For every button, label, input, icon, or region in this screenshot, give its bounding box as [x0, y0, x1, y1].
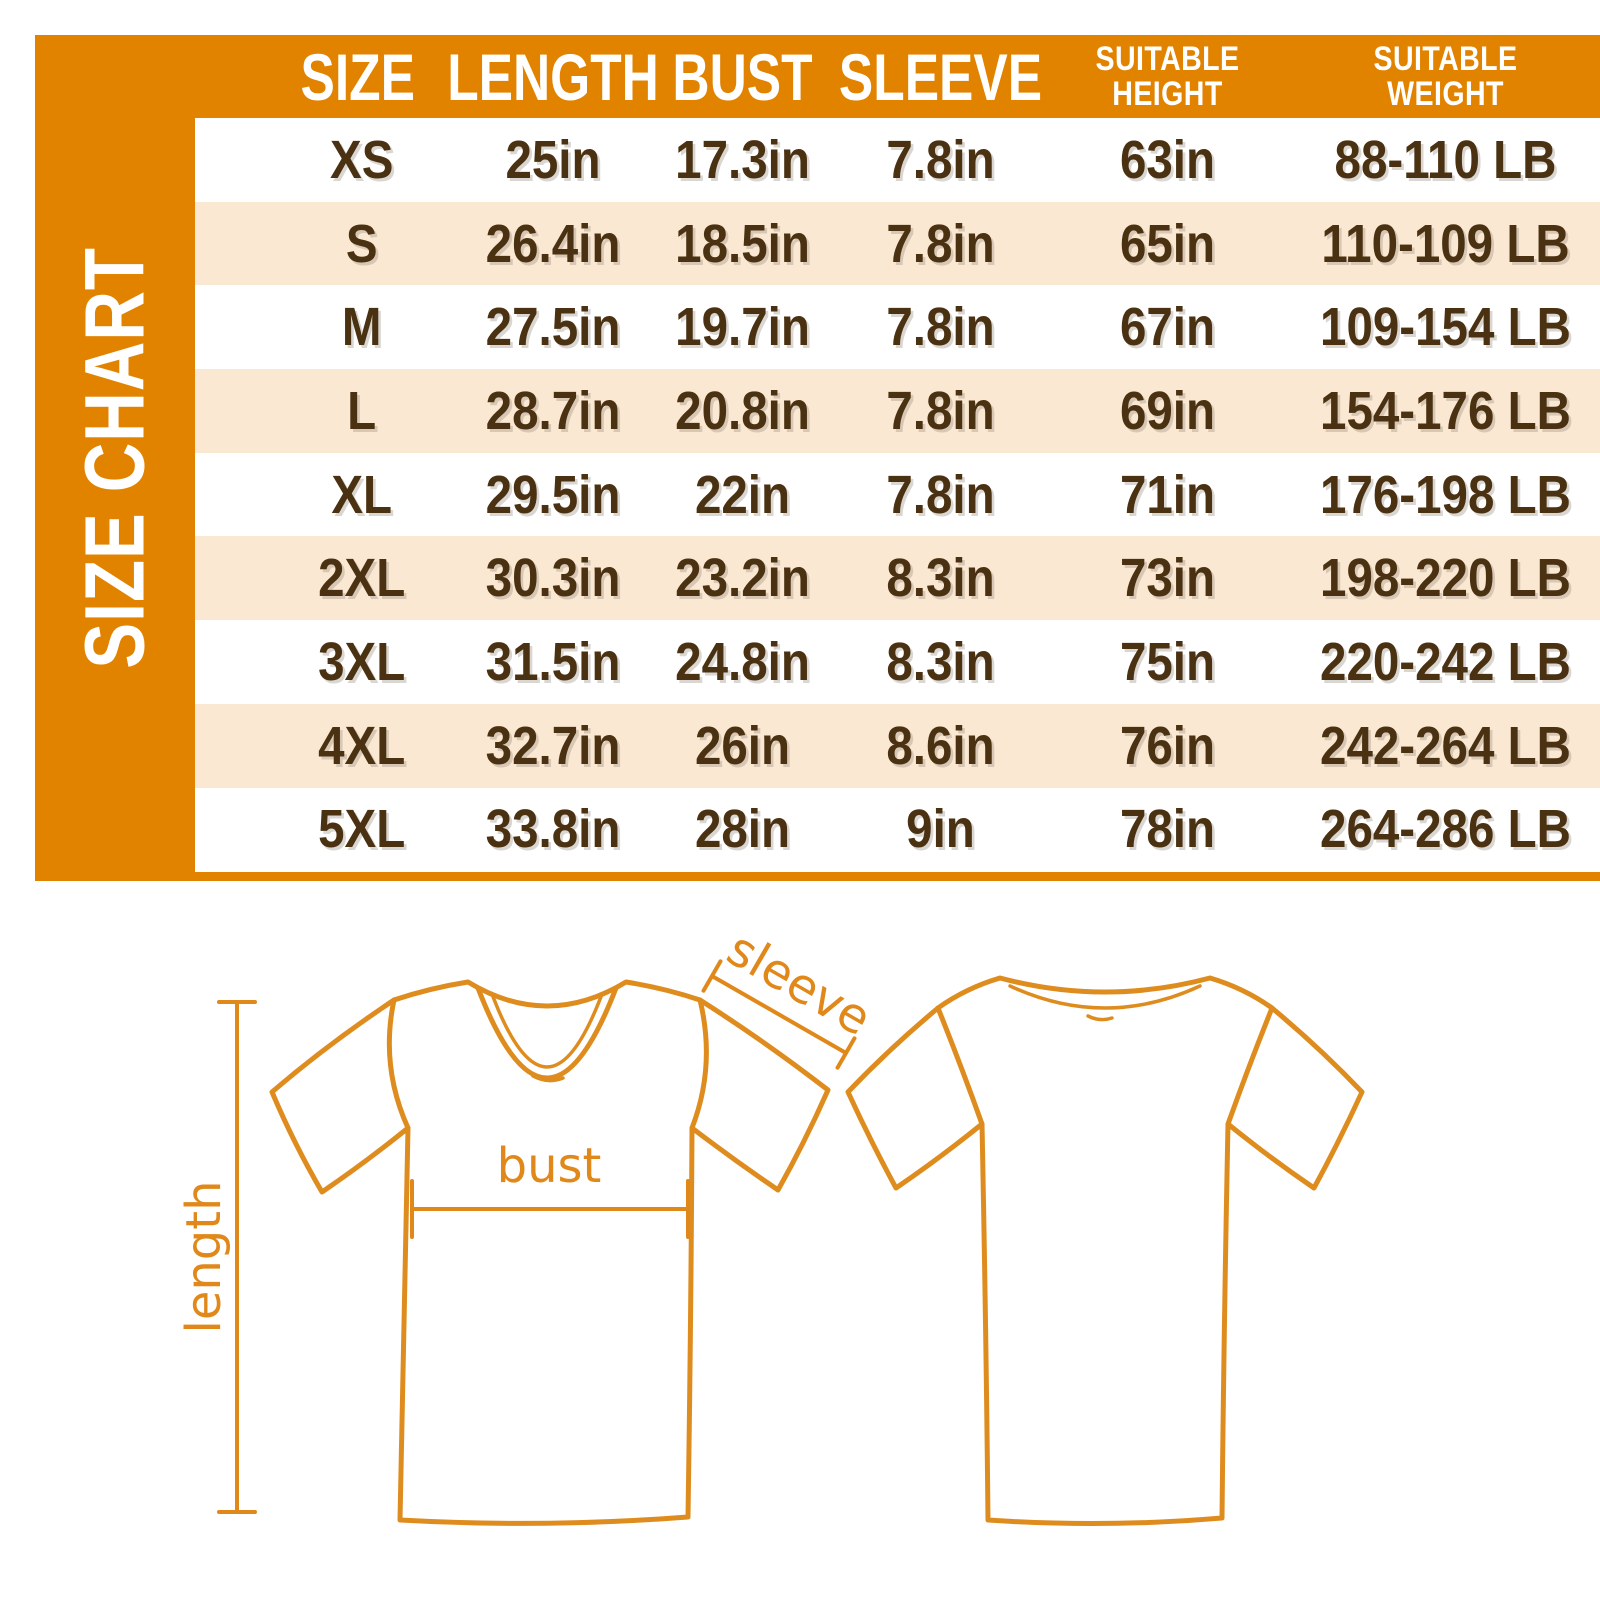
cell-length: 32.7in [485, 715, 621, 776]
tshirt-front-armhole-right [689, 997, 709, 1131]
table-row-5xl: 5XL 33.8in 28in 9in 78in 264-286 LB [195, 788, 1600, 872]
cell-length: 27.5in [485, 297, 621, 358]
tshirt-back-armhole-left [935, 1005, 985, 1127]
cell-weight: 242-264 LB [1320, 715, 1571, 776]
tshirt-front-outline [269, 979, 831, 1526]
tshirt-front [269, 979, 831, 1526]
cell-weight: 88-110 LB [1334, 129, 1557, 190]
tshirt-front-collar-outer [475, 985, 619, 1081]
cell-length: 33.8in [485, 799, 621, 860]
cell-weight: 220-242 LB [1320, 631, 1571, 692]
cell-bust: 18.5in [675, 213, 810, 274]
cell-sleeve: 7.8in [886, 129, 995, 190]
cell-sleeve: 8.3in [886, 631, 995, 692]
table-row-s: S 26.4in 18.5in 7.8in 65in 110-109 LB [195, 201, 1600, 286]
cell-size: XL [331, 464, 393, 525]
cell-bust: 28in [694, 799, 791, 860]
cell-height: 63in [1119, 129, 1216, 190]
column-header-size: SIZE [300, 39, 415, 114]
cell-height: 75in [1119, 631, 1216, 692]
table-row-m: M 27.5in 19.7in 7.8in 67in 109-154 LB [195, 285, 1600, 369]
table-row-2xl: 2XL 30.3in 23.2in 8.3in 73in 198-220 LB [195, 536, 1600, 621]
size-chart-title: SIZE CHART [67, 247, 162, 669]
cell-bust: 23.2in [675, 548, 810, 609]
table-row-xl: XL 29.5in 22in 7.8in 71in 176-198 LB [195, 453, 1600, 537]
cell-bust: 19.7in [675, 297, 810, 358]
cell-length: 29.5in [485, 464, 621, 525]
cell-size: 3XL [318, 631, 406, 692]
cell-sleeve: 7.8in [886, 464, 995, 525]
cell-weight: 109-154 LB [1320, 297, 1571, 358]
cell-length: 28.7in [485, 380, 621, 441]
cell-weight: 154-176 LB [1320, 380, 1571, 441]
cell-height: 65in [1119, 213, 1216, 274]
cell-size: 4XL [318, 715, 406, 776]
tshirt-back-collar-inner [1008, 984, 1202, 1010]
cell-length: 26.4in [485, 213, 621, 274]
tshirt-back [845, 975, 1365, 1527]
side-band [35, 35, 195, 881]
cell-bust: 17.3in [675, 129, 810, 190]
cell-height: 71in [1119, 464, 1216, 525]
cell-height: 69in [1119, 380, 1216, 441]
cell-height: 67in [1119, 297, 1216, 358]
cell-sleeve: 9in [906, 799, 975, 860]
column-header-sleeve: SLEEVE [838, 39, 1043, 114]
cell-bust: 22in [694, 464, 791, 525]
cell-height: 78in [1119, 799, 1216, 860]
column-header-suitable-height: SUITABLE HEIGHT [1095, 39, 1240, 113]
cell-length: 31.5in [485, 631, 621, 692]
cell-height: 76in [1119, 715, 1216, 776]
tshirt-back-armhole-right [1225, 1005, 1275, 1127]
tshirt-back-collar-stitch [1086, 1014, 1114, 1022]
table-row-3xl: 3XL 31.5in 24.8in 8.3in 75in 220-242 LB [195, 620, 1600, 704]
cell-size: S [345, 213, 378, 274]
cell-bust: 24.8in [675, 631, 810, 692]
cell-weight: 110-109 LB [1321, 213, 1570, 274]
cell-size: 2XL [318, 548, 406, 609]
header-band [35, 35, 1600, 118]
sleeve-dimension-line [701, 959, 857, 1070]
cell-sleeve: 8.3in [886, 548, 995, 609]
cell-length: 30.3in [485, 548, 621, 609]
tshirt-front-armhole-left [386, 997, 411, 1131]
cell-size: M [341, 297, 382, 358]
cell-sleeve: 7.8in [886, 297, 995, 358]
bottom-border-band [35, 872, 1600, 881]
length-dimension-line [217, 1000, 257, 1514]
length-label: length [176, 1181, 232, 1334]
bust-label: bust [497, 1138, 602, 1194]
bust-dimension-line [410, 1179, 690, 1239]
cell-sleeve: 7.8in [886, 213, 995, 274]
column-header-bust: BUST [672, 39, 813, 114]
cell-sleeve: 8.6in [886, 715, 995, 776]
table-row-l: L 28.7in 20.8in 7.8in 69in 154-176 LB [195, 369, 1600, 453]
table-header-row: SIZE LENGTH BUST SLEEVE SUITABLE HEIGHT … [195, 35, 1600, 118]
tshirt-front-collar-inner [490, 992, 604, 1069]
column-header-suitable-weight: SUITABLE WEIGHT [1373, 39, 1518, 113]
tshirt-front-collar-stitch [531, 1074, 565, 1083]
cell-length: 25in [505, 129, 601, 190]
cell-size: L [347, 380, 377, 441]
cell-bust: 26in [694, 715, 791, 776]
column-header-length: LENGTH [447, 39, 659, 114]
size-table-body: XS 25in 17.3in 7.8in 63in 88-110 LB S 26… [195, 118, 1600, 872]
size-chart-panel: SIZE CHART SIZE LENGTH BUST SLEEVE SUITA… [35, 35, 1600, 881]
tshirt-back-outline [845, 975, 1365, 1527]
measurement-diagram: length bust sleeve [176, 930, 1365, 1527]
cell-weight: 198-220 LB [1320, 548, 1571, 609]
table-row-xs: XS 25in 17.3in 7.8in 63in 88-110 LB [195, 118, 1600, 202]
cell-size: XS [329, 129, 394, 190]
cell-bust: 20.8in [675, 380, 810, 441]
cell-size: 5XL [318, 799, 406, 860]
cell-sleeve: 7.8in [886, 380, 995, 441]
cell-height: 73in [1119, 548, 1216, 609]
table-row-4xl: 4XL 32.7in 26in 8.6in 76in 242-264 LB [195, 703, 1600, 788]
cell-weight: 264-286 LB [1320, 799, 1571, 860]
cell-weight: 176-198 LB [1320, 464, 1571, 525]
